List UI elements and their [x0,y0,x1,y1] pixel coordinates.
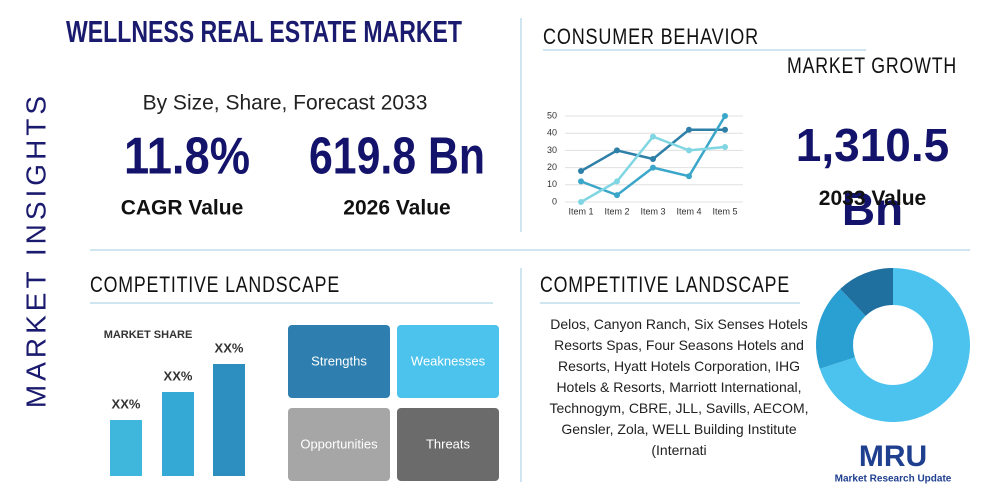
value-label: XX% [112,396,141,411]
bar [162,392,194,476]
swot-box [397,325,499,398]
swot-label: Strengths [311,353,367,368]
section-title: COMPETITIVE LANDSCAPE [90,272,340,297]
logo-name: Market Research Update [835,474,952,485]
y-tick-label: 0 [552,196,557,206]
value-label: XX% [164,368,193,383]
donut-segment [840,268,893,316]
side-label: MARKET INSIGHTS [20,92,51,408]
company-list: Delos, Canyon Ranch, Six Senses Hotels R… [549,316,809,458]
swot-box [288,408,390,481]
point [686,126,692,133]
bar [213,364,245,476]
section-title: CONSUMER BEHAVIOR [543,24,759,49]
y-tick-label: 10 [547,179,557,189]
point [722,113,728,119]
big-label: 2033 Value [818,187,927,210]
donut-segment [819,268,970,422]
swot-label: Weaknesses [411,353,486,368]
point [614,147,620,154]
point [614,178,620,185]
swot-box [288,325,390,398]
x-tick-label: Item 4 [676,206,701,216]
chart-title: MARKET SHARE [104,329,193,341]
point [614,192,620,199]
stat-value: 11.8% [124,128,250,186]
point [650,164,656,171]
y-tick-label: 50 [547,110,557,120]
x-tick-label: Item 1 [568,206,593,216]
x-tick-label: Item 2 [604,206,629,216]
y-tick-label: 40 [547,128,557,138]
big-value: 1,310.5 Bn [795,119,950,235]
point [650,156,656,162]
line-series [580,115,727,197]
point [650,133,656,140]
point [686,173,692,180]
point [578,178,584,185]
y-tick-label: 20 [547,162,557,172]
swot-box [397,408,499,481]
point [722,126,728,133]
stat-label: 2026 Value [343,197,450,220]
x-tick-label: Item 3 [640,206,665,216]
y-tick-label: 30 [547,145,557,155]
section-subtitle: MARKET GROWTH [787,53,957,78]
swot-label: Opportunities [300,436,378,451]
title: WELLNESS REAL ESTATE MARKET [66,14,462,49]
swot-label: Threats [426,436,471,451]
point [686,147,692,154]
point [722,143,728,150]
section-title: COMPETITIVE LANDSCAPE [540,272,790,297]
point [578,199,584,205]
stat-label: CAGR Value [121,197,244,220]
stat-value: 619.8 Bn [309,128,485,186]
logo-mark: MRU [859,440,927,473]
bar [110,420,142,476]
x-tick-label: Item 5 [712,206,737,216]
point [578,168,584,175]
donut-segment [816,288,866,369]
value-label: XX% [215,340,244,355]
subtitle: By Size, Share, Forecast 2033 [143,92,428,115]
